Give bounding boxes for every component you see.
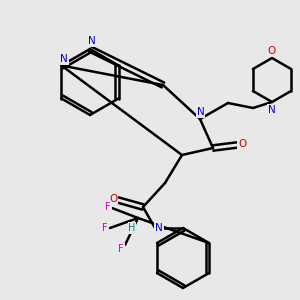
- Text: N: N: [60, 54, 68, 64]
- Text: N: N: [88, 37, 95, 46]
- Text: H: H: [128, 223, 136, 233]
- Text: F: F: [102, 223, 107, 233]
- Text: O: O: [268, 46, 276, 56]
- Text: O: O: [238, 140, 247, 149]
- Text: F: F: [105, 202, 111, 212]
- Text: N: N: [155, 223, 163, 233]
- Text: O: O: [110, 194, 118, 203]
- Text: N: N: [197, 107, 205, 117]
- Text: N: N: [268, 104, 276, 115]
- Text: F: F: [118, 244, 124, 254]
